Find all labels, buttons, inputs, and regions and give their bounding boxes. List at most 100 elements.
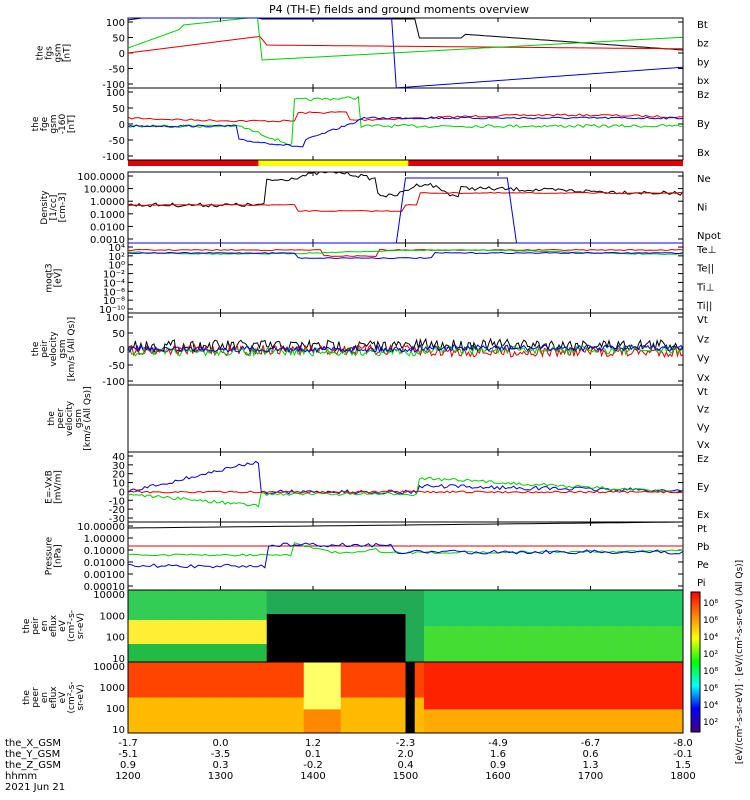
heatmap-cell	[507, 721, 517, 728]
heatmap-cell	[285, 679, 295, 687]
heatmap-cell	[646, 715, 656, 722]
ephemeris-value: -6.7	[581, 738, 601, 749]
heatmap-cell	[479, 667, 490, 675]
heatmap-cell	[257, 608, 268, 615]
heatmap-cell	[479, 590, 490, 597]
heatmap-cell	[405, 715, 416, 722]
heatmap-cell	[137, 703, 147, 710]
heatmap-cell	[590, 608, 601, 615]
heatmap-cell	[609, 662, 619, 669]
heatmap-cell	[183, 602, 194, 609]
heatmap-cell	[488, 614, 499, 621]
heatmap-cell	[211, 721, 221, 728]
heatmap-cell	[211, 685, 221, 693]
heatmap-cell	[202, 709, 212, 716]
heatmap-cell	[377, 715, 388, 722]
heatmap-cell	[581, 632, 591, 639]
heatmap-cell	[405, 697, 416, 704]
heatmap-cell	[377, 727, 388, 734]
heatmap-cell	[276, 667, 286, 675]
heatmap-cell	[572, 644, 582, 651]
heatmap-cell	[414, 679, 425, 687]
heatmap-cell	[377, 650, 388, 657]
heatmap-cell	[174, 644, 184, 651]
heatmap-cell	[655, 650, 665, 657]
heatmap-cell	[599, 620, 610, 627]
heatmap-cell	[368, 608, 379, 615]
heatmap-cell	[627, 727, 638, 734]
heatmap-cell	[664, 632, 675, 639]
heatmap-cell	[572, 656, 582, 663]
heatmap-cell	[229, 602, 240, 609]
ephemeris-value: 1400	[300, 771, 325, 782]
heatmap-cell	[155, 602, 166, 609]
heatmap-cell	[257, 685, 268, 693]
heatmap-cell	[414, 685, 425, 693]
heatmap-cell	[516, 638, 527, 645]
heatmap-cell	[248, 673, 258, 681]
heatmap-cell	[433, 620, 443, 627]
y-tick-label: 0.01000	[84, 558, 125, 569]
legend-entry: Vt	[697, 387, 708, 398]
heatmap-cell	[572, 638, 582, 645]
heatmap-cell	[646, 667, 656, 675]
heatmap-cell	[590, 596, 601, 603]
heatmap-cell	[451, 667, 462, 675]
heatmap-cell	[387, 620, 397, 627]
heatmap-cell	[220, 632, 231, 639]
y-axis-label: the	[47, 411, 57, 426]
heatmap-cell	[257, 596, 268, 603]
heatmap-cell	[562, 691, 573, 698]
heatmap-cell	[405, 638, 416, 645]
heatmap-cell	[128, 685, 138, 693]
heatmap-cell	[155, 596, 166, 603]
heatmap-cell	[128, 656, 138, 663]
heatmap-cell	[137, 590, 147, 597]
heatmap-cell	[627, 685, 638, 693]
heatmap-cell	[488, 721, 499, 728]
heatmap-cell	[387, 691, 397, 698]
heatmap-cell	[525, 691, 536, 698]
heatmap-cell	[673, 632, 684, 639]
heatmap-cell	[146, 727, 157, 734]
heatmap-cell	[562, 602, 573, 609]
heatmap-cell	[211, 656, 221, 663]
heatmap-cell	[174, 727, 184, 734]
heatmap-cell	[636, 662, 647, 669]
ephemeris-value: 1.5	[675, 760, 691, 771]
heatmap-cell	[461, 685, 471, 693]
heatmap-cell	[174, 709, 184, 716]
heatmap-cell	[461, 691, 471, 698]
heatmap-cell	[488, 638, 499, 645]
heatmap-cell	[220, 662, 231, 669]
heatmap-cell	[627, 638, 638, 645]
heatmap-cell	[192, 644, 203, 651]
heatmap-cell	[627, 632, 638, 639]
heatmap-cell	[192, 632, 203, 639]
heatmap-cell	[331, 667, 342, 675]
heatmap-cell	[479, 638, 490, 645]
heatmap-cell	[442, 715, 453, 722]
heatmap-cell	[313, 650, 323, 657]
ephemeris-value: -4.9	[488, 738, 508, 749]
heatmap-cell	[257, 727, 268, 734]
y-axis-label: eV	[58, 619, 68, 632]
heatmap-cell	[461, 602, 471, 609]
heatmap-cell	[377, 644, 388, 651]
heatmap-cell	[673, 667, 684, 675]
heatmap-cell	[535, 667, 545, 675]
heatmap-cell	[424, 662, 434, 669]
heatmap-cell	[396, 697, 406, 704]
heatmap-cell	[433, 644, 443, 651]
y-axis-label: the	[36, 45, 46, 60]
heatmap-cell	[359, 709, 369, 716]
heatmap-cell	[562, 662, 573, 669]
y-tick-label: 100	[106, 313, 125, 324]
heatmap-cell	[507, 650, 517, 657]
heatmap-cell	[285, 596, 295, 603]
heatmap-cell	[137, 673, 147, 681]
heatmap-cell	[192, 715, 203, 722]
heatmap-cell	[627, 644, 638, 651]
heatmap-cell	[664, 626, 675, 633]
heatmap-cell	[535, 727, 545, 734]
